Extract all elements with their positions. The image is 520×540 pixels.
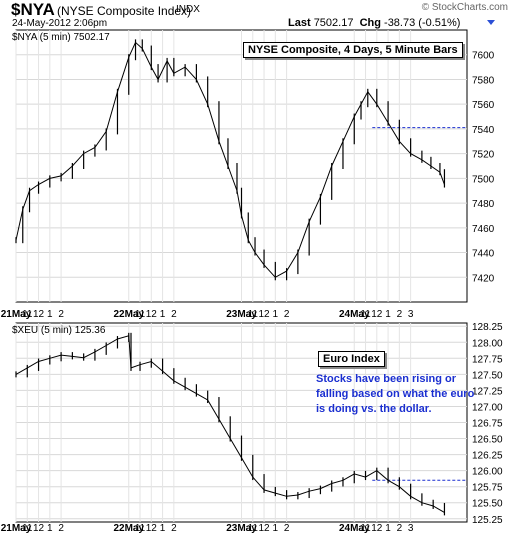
x-tick-label: 11 — [22, 309, 33, 320]
y-tick-label: 128.00 — [472, 338, 503, 349]
y-tick-label: 7460 — [472, 224, 495, 235]
exchange: INDX — [176, 4, 200, 15]
y-tick-label: 125.25 — [472, 515, 503, 526]
x-tick-label: 21May — [1, 309, 32, 320]
panel2-title: Euro Index — [318, 351, 385, 367]
x-tick-label: 11 — [360, 523, 371, 534]
x-tick-label: 11 — [248, 309, 259, 320]
y-tick-label: 7500 — [472, 174, 495, 185]
x-tick-label: 11 — [135, 309, 146, 320]
x-tick-label: 11 — [360, 309, 371, 320]
x-tick-label: 24May — [339, 309, 370, 320]
x-tick-label: 12 — [146, 523, 158, 534]
y-tick-label: 127.75 — [472, 354, 503, 365]
x-tick-label: 1 — [273, 523, 279, 534]
y-tick-label: 7540 — [472, 125, 495, 136]
x-tick-label: 12 — [371, 309, 383, 320]
y-tick-label: 128.25 — [472, 322, 503, 333]
x-tick-label: 1 — [273, 309, 279, 320]
x-tick-label: 24May — [339, 523, 370, 534]
dropdown-arrow-icon[interactable] — [487, 20, 495, 25]
y-tick-label: 125.50 — [472, 499, 503, 510]
x-tick-label: 1 — [160, 523, 166, 534]
panel1-label: $NYA (5 min) 7502.17 — [12, 32, 110, 43]
x-tick-label: 1 — [47, 309, 53, 320]
y-tick-label: 7580 — [472, 75, 495, 86]
x-tick-label: 22May — [113, 523, 144, 534]
copyright: © StockCharts.com — [421, 2, 508, 13]
x-tick-label: 12 — [258, 309, 270, 320]
x-tick-label: 3 — [408, 309, 414, 320]
y-tick-label: 7560 — [472, 100, 495, 111]
x-tick-label: 2 — [284, 523, 290, 534]
price-series — [15, 41, 445, 278]
panel1-title: NYSE Composite, 4 Days, 5 Minute Bars — [243, 42, 463, 58]
chart-header: $NYA (NYSE Composite Index) INDX © Stock… — [0, 0, 520, 30]
x-tick-label: 2 — [397, 309, 403, 320]
chg-label: Chg — [359, 17, 381, 29]
symbol-name: (NYSE Composite Index) — [57, 4, 192, 18]
symbol: $NYA — [11, 0, 55, 19]
datetime: 24-May-2012 2:06pm — [12, 18, 108, 29]
y-tick-label: 7420 — [472, 273, 495, 284]
annotation-note: Stocks have been rising or falling based… — [316, 373, 475, 415]
last-quote: Last 7502.17 Chg -38.73 (-0.51%) — [288, 17, 460, 29]
y-tick-label: 127.00 — [472, 402, 503, 413]
x-tick-label: 1 — [160, 309, 166, 320]
last-label: Last — [288, 17, 311, 29]
y-tick-label: 7600 — [472, 51, 495, 62]
x-tick-label: 12 — [33, 523, 45, 534]
panel2-label: $XEU (5 min) 125.36 — [12, 325, 106, 336]
x-tick-label: 12 — [371, 523, 383, 534]
x-tick-label: 3 — [408, 523, 414, 534]
x-tick-label: 2 — [58, 309, 64, 320]
chg-value: -38.73 (-0.51%) — [384, 17, 461, 29]
last-value: 7502.17 — [313, 17, 354, 29]
x-tick-label: 1 — [385, 523, 391, 534]
y-tick-label: 127.25 — [472, 386, 503, 397]
y-tick-label: 126.75 — [472, 419, 503, 430]
price-series — [15, 335, 445, 513]
x-tick-label: 1 — [47, 523, 53, 534]
x-tick-label: 11 — [22, 523, 33, 534]
x-tick-label: 11 — [248, 523, 259, 534]
x-tick-label: 2 — [171, 523, 177, 534]
x-tick-label: 2 — [397, 523, 403, 534]
x-tick-label: 23May — [226, 309, 257, 320]
x-tick-label: 22May — [113, 309, 144, 320]
y-tick-label: 125.75 — [472, 483, 503, 494]
y-tick-label: 7520 — [472, 150, 495, 161]
y-tick-label: 126.50 — [472, 435, 503, 446]
y-tick-label: 127.50 — [472, 370, 503, 381]
x-tick-label: 2 — [58, 523, 64, 534]
x-tick-label: 1 — [385, 309, 391, 320]
x-tick-label: 2 — [284, 309, 290, 320]
y-tick-label: 7480 — [472, 199, 495, 210]
x-tick-label: 2 — [171, 309, 177, 320]
y-tick-label: 126.25 — [472, 451, 503, 462]
y-tick-label: 126.00 — [472, 467, 503, 478]
x-tick-label: 12 — [258, 523, 270, 534]
x-tick-label: 11 — [135, 523, 146, 534]
y-tick-label: 7440 — [472, 249, 495, 260]
x-tick-label: 23May — [226, 523, 257, 534]
x-tick-label: 12 — [146, 309, 158, 320]
x-tick-label: 21May — [1, 523, 32, 534]
x-tick-label: 12 — [33, 309, 45, 320]
